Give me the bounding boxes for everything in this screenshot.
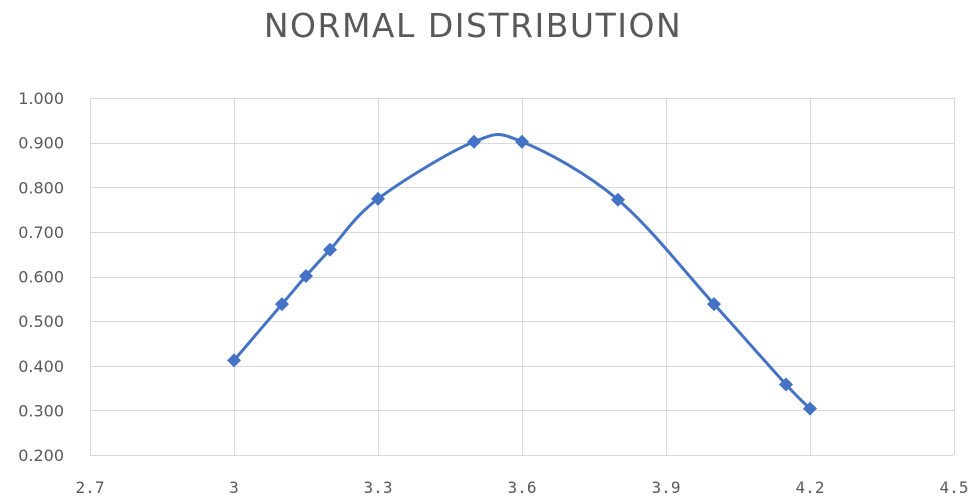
y-tick-label: 1.000 <box>18 89 64 108</box>
x-tick-label: 4.2 <box>796 478 825 497</box>
y-tick-label: 0.200 <box>18 446 64 465</box>
data-point-marker <box>779 377 793 392</box>
x-tick-label: 3.9 <box>652 478 681 497</box>
x-tick-label: 3.6 <box>508 478 537 497</box>
y-tick-label: 0.600 <box>18 268 64 287</box>
y-tick-label: 0.400 <box>18 357 64 376</box>
y-tick-label: 0.900 <box>18 134 64 153</box>
x-axis-tick-labels: 2.7 3 3.3 3.6 3.9 4.2 4.5 <box>76 478 969 497</box>
y-tick-label: 0.800 <box>18 178 64 197</box>
y-tick-label: 0.500 <box>18 312 64 331</box>
chart-title: NORMAL DISTRIBUTION <box>263 6 683 45</box>
x-tick-label: 2.7 <box>76 478 105 497</box>
data-point-marker <box>467 134 481 149</box>
data-point-marker <box>323 242 337 257</box>
data-point-marker <box>275 297 289 312</box>
x-tick-label: 4.5 <box>940 478 969 497</box>
data-point-marker <box>371 191 385 206</box>
y-tick-label: 0.700 <box>18 223 64 242</box>
data-point-marker <box>707 297 721 312</box>
y-tick-label: 0.300 <box>18 401 64 420</box>
x-tick-label: 3 <box>229 478 239 497</box>
y-axis-tick-labels: 0.200 0.300 0.400 0.500 0.600 0.700 0.800 0.900… <box>18 89 64 465</box>
data-point-marker <box>515 134 529 149</box>
data-point-marker <box>611 192 625 207</box>
data-point-marker <box>227 353 241 368</box>
series-layer <box>227 133 817 416</box>
data-point-marker <box>299 269 313 284</box>
x-tick-label: 3.3 <box>364 478 393 497</box>
data-point-marker <box>803 401 817 416</box>
x-gridlines <box>90 98 955 455</box>
